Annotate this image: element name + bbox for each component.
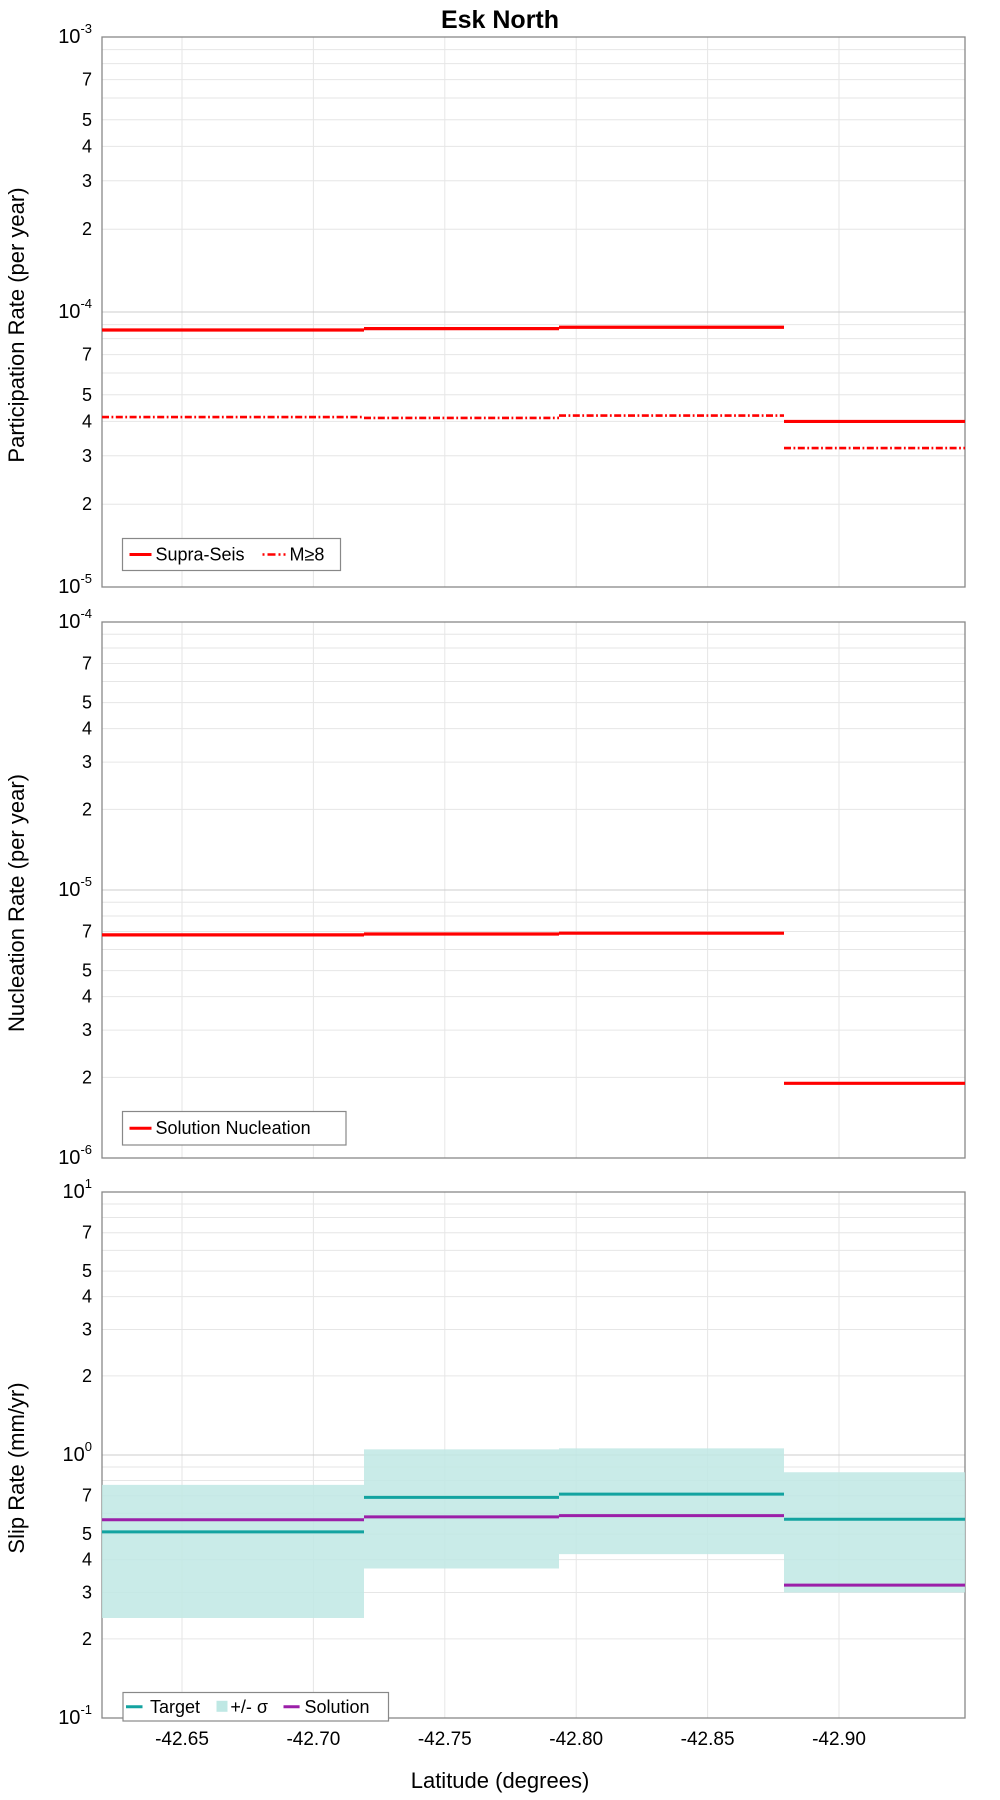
- svg-text:3: 3: [82, 1020, 92, 1040]
- svg-text:Solution Nucleation: Solution Nucleation: [156, 1118, 311, 1138]
- svg-text:-42.85: -42.85: [681, 1729, 735, 1750]
- svg-text:-42.70: -42.70: [286, 1729, 340, 1750]
- svg-text:2: 2: [82, 219, 92, 239]
- svg-text:10-5: 10-5: [58, 571, 92, 599]
- svg-text:7: 7: [82, 654, 92, 674]
- svg-text:M≥8: M≥8: [290, 545, 325, 565]
- svg-text:3: 3: [82, 446, 92, 466]
- svg-text:4: 4: [82, 719, 92, 739]
- svg-text:4: 4: [82, 1550, 92, 1570]
- svg-text:3: 3: [82, 1583, 92, 1603]
- svg-text:2: 2: [82, 1067, 92, 1087]
- svg-text:Target: Target: [150, 1697, 200, 1717]
- svg-text:101: 101: [63, 1176, 92, 1204]
- svg-text:10-3: 10-3: [58, 21, 92, 49]
- svg-text:10-5: 10-5: [58, 874, 92, 902]
- svg-text:10-4: 10-4: [58, 606, 92, 634]
- svg-text:10-1: 10-1: [58, 1702, 92, 1730]
- svg-text:-42.80: -42.80: [549, 1729, 603, 1750]
- svg-text:2: 2: [82, 1366, 92, 1386]
- svg-text:4: 4: [82, 411, 92, 431]
- svg-text:3: 3: [82, 1320, 92, 1340]
- svg-text:4: 4: [82, 987, 92, 1007]
- svg-text:+/- σ: +/- σ: [230, 1697, 268, 1717]
- svg-text:-42.90: -42.90: [812, 1729, 866, 1750]
- svg-text:7: 7: [82, 1223, 92, 1243]
- svg-text:10-6: 10-6: [58, 1142, 92, 1170]
- svg-text:7: 7: [82, 1486, 92, 1506]
- svg-text:-42.65: -42.65: [155, 1729, 209, 1750]
- svg-text:4: 4: [82, 1287, 92, 1307]
- svg-text:3: 3: [82, 171, 92, 191]
- svg-text:5: 5: [82, 110, 92, 130]
- svg-text:5: 5: [82, 1524, 92, 1544]
- svg-text:100: 100: [63, 1439, 92, 1467]
- svg-text:3: 3: [82, 752, 92, 772]
- svg-text:2: 2: [82, 1629, 92, 1649]
- svg-text:4: 4: [82, 136, 92, 156]
- svg-text:Supra-Seis: Supra-Seis: [156, 545, 245, 565]
- svg-text:5: 5: [82, 693, 92, 713]
- svg-text:2: 2: [82, 799, 92, 819]
- svg-text:7: 7: [82, 70, 92, 90]
- svg-text:-42.75: -42.75: [418, 1729, 472, 1750]
- svg-text:5: 5: [82, 1261, 92, 1281]
- svg-text:Solution: Solution: [305, 1697, 370, 1717]
- svg-text:2: 2: [82, 494, 92, 514]
- svg-text:7: 7: [82, 345, 92, 365]
- svg-text:5: 5: [82, 961, 92, 981]
- svg-text:5: 5: [82, 385, 92, 405]
- svg-text:7: 7: [82, 922, 92, 942]
- svg-text:10-4: 10-4: [58, 296, 92, 324]
